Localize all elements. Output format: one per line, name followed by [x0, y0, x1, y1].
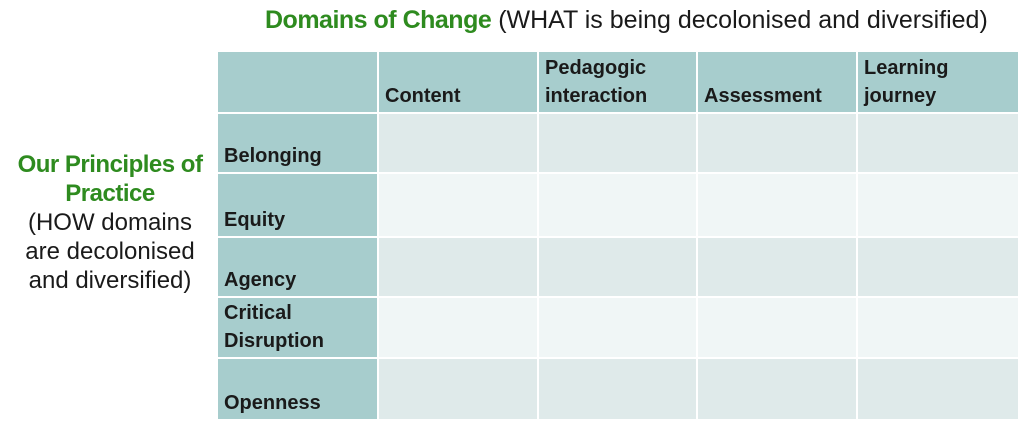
- column-header-content: Content: [377, 50, 539, 114]
- matrix-cell: [377, 357, 539, 421]
- matrix-cell: [537, 236, 698, 298]
- matrix-row-agency: Agency: [216, 236, 1020, 298]
- matrix-cell: [377, 236, 539, 298]
- matrix-cell: [696, 236, 858, 298]
- matrix-cell: [537, 172, 698, 238]
- matrix-cell: [696, 112, 858, 174]
- matrix-cell: [537, 296, 698, 359]
- principles-title-line2: Practice: [65, 180, 155, 207]
- header-row: Content Pedagogic interaction Assessment …: [216, 50, 1020, 114]
- row-header-critical-disruption: Critical Disruption: [216, 296, 379, 359]
- corner-cell: [216, 50, 379, 114]
- row-header-belonging: Belonging: [216, 112, 379, 174]
- matrix-cell: [696, 296, 858, 359]
- matrix-row-critical-disruption: Critical Disruption: [216, 296, 1020, 359]
- domains-title-rest: (WHAT is being decolonised and diversifi…: [491, 6, 988, 34]
- matrix-cell: [856, 112, 1020, 174]
- matrix-cell: [537, 357, 698, 421]
- matrix-cell: [856, 172, 1020, 238]
- row-header-agency: Agency: [216, 236, 379, 298]
- matrix-cell: [377, 112, 539, 174]
- matrix-cell: [377, 172, 539, 238]
- matrix-cell: [377, 296, 539, 359]
- column-header-pedagogic-interaction: Pedagogic interaction: [537, 50, 698, 114]
- domains-of-change-title: Domains of Change (WHAT is being decolon…: [0, 6, 1032, 35]
- principles-of-practice-title: Our Principles of Practice (HOW domains …: [6, 150, 214, 295]
- matrix-row-openness: Openness: [216, 357, 1020, 421]
- row-header-openness: Openness: [216, 357, 379, 421]
- matrix-row-belonging: Belonging: [216, 112, 1020, 174]
- column-header-assessment: Assessment: [696, 50, 858, 114]
- matrix-cell: [537, 112, 698, 174]
- row-header-equity: Equity: [216, 172, 379, 238]
- matrix-cell: [696, 357, 858, 421]
- matrix-cell: [856, 357, 1020, 421]
- column-header-learning-journey: Learning journey: [856, 50, 1020, 114]
- domains-title-accent: Domains of Change: [265, 6, 492, 34]
- matrix-cell: [696, 172, 858, 238]
- principles-title-line1: Our Principles of: [17, 151, 203, 178]
- principles-sub-line1: (HOW domains: [27, 209, 193, 236]
- matrix-cell: [856, 236, 1020, 298]
- change-matrix-table: Content Pedagogic interaction Assessment …: [216, 50, 1020, 421]
- matrix-cell: [856, 296, 1020, 359]
- principles-sub-line3: and diversified): [28, 267, 192, 294]
- principles-sub-line2: are decolonised: [25, 238, 195, 265]
- matrix-row-equity: Equity: [216, 172, 1020, 238]
